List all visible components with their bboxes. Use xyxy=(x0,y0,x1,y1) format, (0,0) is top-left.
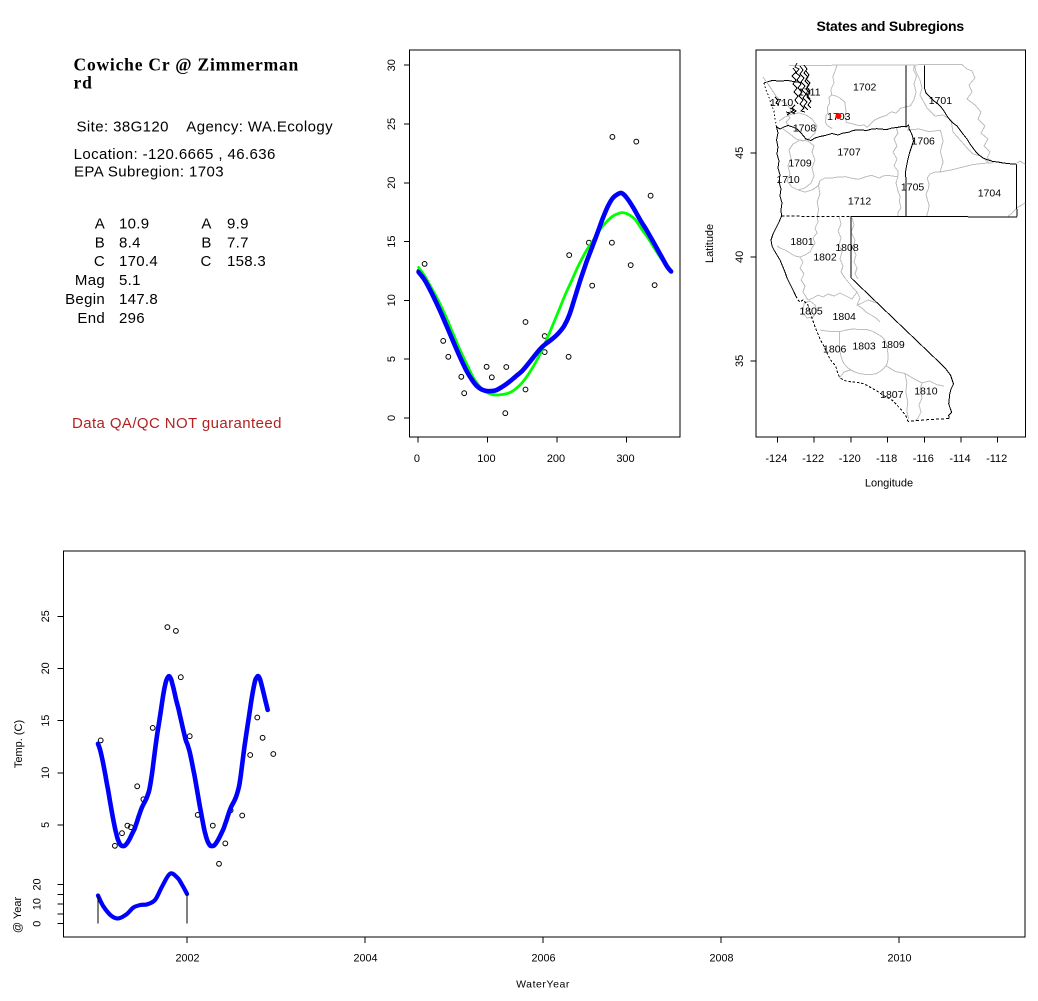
svg-text:10: 10 xyxy=(386,294,398,306)
svg-text:Agency: WA.Ecology: Agency: WA.Ecology xyxy=(186,119,333,136)
svg-text:20: 20 xyxy=(386,177,398,189)
svg-text:1807: 1807 xyxy=(880,389,904,401)
svg-text:-124: -124 xyxy=(765,453,787,465)
svg-text:10.9: 10.9 xyxy=(119,216,149,233)
svg-text:B: B xyxy=(95,234,105,251)
svg-text:100: 100 xyxy=(477,453,495,465)
svg-text:1809: 1809 xyxy=(881,339,905,351)
svg-text:Latitude: Latitude xyxy=(704,224,716,263)
svg-text:-112: -112 xyxy=(986,453,1007,465)
svg-text:1705: 1705 xyxy=(901,182,925,194)
svg-text:15: 15 xyxy=(40,715,52,727)
svg-text:1810: 1810 xyxy=(914,385,938,397)
svg-text:5: 5 xyxy=(386,356,398,362)
svg-text:Location: -120.6665 , 46.636: Location: -120.6665 , 46.636 xyxy=(74,146,276,163)
svg-text:0: 0 xyxy=(386,415,398,421)
svg-text:Begin: Begin xyxy=(65,291,105,308)
svg-text:7.7: 7.7 xyxy=(227,234,249,251)
svg-text:2004: 2004 xyxy=(353,953,377,965)
svg-text:1804: 1804 xyxy=(833,311,857,323)
svg-text:Data QA/QC NOT guaranteed: Data QA/QC NOT guaranteed xyxy=(72,415,282,432)
svg-text:25: 25 xyxy=(386,118,398,130)
svg-text:1706: 1706 xyxy=(912,136,936,148)
svg-text:Mag: Mag xyxy=(75,272,105,289)
svg-text:45: 45 xyxy=(734,147,746,159)
svg-text:0: 0 xyxy=(414,453,420,465)
svg-text:5: 5 xyxy=(40,822,52,828)
svg-text:1704: 1704 xyxy=(978,187,1002,199)
svg-text:1808: 1808 xyxy=(835,242,859,254)
svg-text:1702: 1702 xyxy=(853,82,877,94)
svg-text:Cowiche Cr @ Zimmerman: Cowiche Cr @ Zimmerman xyxy=(74,55,300,75)
svg-text:C: C xyxy=(94,253,105,270)
svg-text:Temp. (C): Temp. (C) xyxy=(13,720,25,768)
svg-text:1806: 1806 xyxy=(823,344,847,356)
svg-text:2002: 2002 xyxy=(175,953,199,965)
svg-text:296: 296 xyxy=(119,310,145,327)
svg-text:-118: -118 xyxy=(876,453,897,465)
svg-text:1701: 1701 xyxy=(929,95,953,107)
svg-text:1805: 1805 xyxy=(799,306,823,318)
svg-text:End: End xyxy=(77,310,105,327)
svg-text:EPA Subregion: 1703: EPA Subregion: 1703 xyxy=(74,164,224,181)
svg-text:@ Year: @ Year xyxy=(12,897,24,934)
svg-text:WaterYear: WaterYear xyxy=(516,978,570,990)
svg-text:158.3: 158.3 xyxy=(227,253,266,270)
svg-text:200: 200 xyxy=(547,453,565,465)
svg-text:147.8: 147.8 xyxy=(119,291,158,308)
svg-text:-122: -122 xyxy=(802,453,824,465)
svg-text:rd: rd xyxy=(74,73,93,93)
svg-text:States and Subregions: States and Subregions xyxy=(816,18,964,34)
svg-text:170.4: 170.4 xyxy=(119,253,158,270)
svg-text:-120: -120 xyxy=(839,453,861,465)
svg-text:8.4: 8.4 xyxy=(119,234,141,251)
svg-text:C: C xyxy=(201,253,212,270)
svg-text:35: 35 xyxy=(734,355,746,367)
svg-text:10: 10 xyxy=(32,898,44,910)
svg-text:20: 20 xyxy=(40,662,52,674)
svg-text:1709: 1709 xyxy=(788,158,812,170)
svg-text:30: 30 xyxy=(386,59,398,71)
svg-text:A: A xyxy=(95,216,105,233)
svg-text:20: 20 xyxy=(32,878,44,890)
svg-text:Longitude: Longitude xyxy=(865,478,913,490)
svg-text:1708: 1708 xyxy=(793,122,817,134)
svg-text:25: 25 xyxy=(40,610,52,622)
svg-text:5.1: 5.1 xyxy=(119,272,141,289)
svg-text:1707: 1707 xyxy=(837,146,861,158)
svg-text:A: A xyxy=(201,216,211,233)
svg-text:15: 15 xyxy=(386,235,398,247)
svg-text:1803: 1803 xyxy=(852,341,876,353)
svg-text:1710: 1710 xyxy=(776,174,800,186)
svg-text:40: 40 xyxy=(734,251,746,263)
svg-text:1712: 1712 xyxy=(848,195,872,207)
svg-text:300: 300 xyxy=(616,453,634,465)
svg-text:1802: 1802 xyxy=(813,251,837,263)
svg-text:2006: 2006 xyxy=(531,953,555,965)
svg-text:9.9: 9.9 xyxy=(227,216,249,233)
svg-text:1710: 1710 xyxy=(770,97,794,109)
svg-text:10: 10 xyxy=(40,767,52,779)
svg-text:B: B xyxy=(201,234,211,251)
svg-text:1801: 1801 xyxy=(790,236,814,248)
svg-text:-114: -114 xyxy=(949,453,970,465)
svg-text:2010: 2010 xyxy=(887,953,911,965)
svg-text:0: 0 xyxy=(32,921,44,927)
svg-text:Site: 38G120: Site: 38G120 xyxy=(77,119,169,136)
svg-text:-116: -116 xyxy=(913,453,934,465)
svg-text:2008: 2008 xyxy=(709,953,733,965)
